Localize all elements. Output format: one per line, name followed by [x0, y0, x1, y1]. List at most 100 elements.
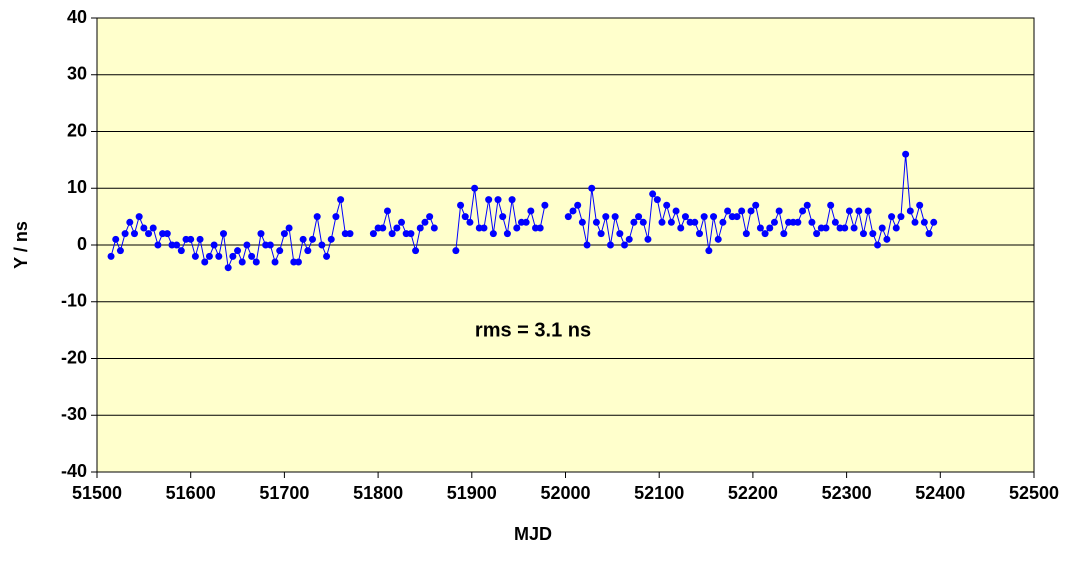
data-point — [126, 218, 134, 226]
data-point — [700, 213, 708, 221]
data-point — [663, 201, 671, 209]
data-point — [485, 196, 493, 204]
x-tick-label: 52100 — [634, 483, 684, 503]
data-point — [416, 224, 424, 232]
data-point — [766, 224, 774, 232]
data-point — [177, 247, 185, 255]
data-point — [248, 252, 256, 260]
data-point — [421, 218, 429, 226]
data-point — [794, 218, 802, 226]
data-point — [323, 252, 331, 260]
data-point — [280, 230, 288, 238]
data-point — [508, 196, 516, 204]
data-point — [266, 241, 274, 249]
data-point — [337, 196, 345, 204]
y-tick-label: 10 — [67, 177, 87, 197]
y-tick-label: 30 — [67, 64, 87, 84]
data-point — [135, 213, 143, 221]
data-point — [121, 230, 129, 238]
data-point — [625, 235, 633, 243]
data-point — [639, 218, 647, 226]
data-point — [224, 264, 232, 272]
y-tick-label: -10 — [61, 291, 87, 311]
data-point — [902, 150, 910, 158]
data-point — [238, 258, 246, 266]
data-point — [644, 235, 652, 243]
data-point — [635, 213, 643, 221]
data-point — [897, 213, 905, 221]
data-point — [187, 235, 195, 243]
data-point — [304, 247, 312, 255]
x-tick-label: 51900 — [447, 483, 497, 503]
annotation: rms = 3.1 ns — [475, 319, 591, 341]
data-point — [916, 201, 924, 209]
data-point — [379, 224, 387, 232]
data-point — [430, 224, 438, 232]
data-point — [780, 230, 788, 238]
x-tick-label: 52400 — [915, 483, 965, 503]
data-point — [606, 241, 614, 249]
data-point — [388, 230, 396, 238]
data-point — [252, 258, 260, 266]
y-tick-label: -40 — [61, 461, 87, 481]
data-point — [574, 201, 582, 209]
data-point — [878, 224, 886, 232]
data-point — [747, 207, 755, 215]
data-point — [920, 218, 928, 226]
x-tick-label: 51800 — [353, 483, 403, 503]
data-point — [695, 230, 703, 238]
data-point — [602, 213, 610, 221]
data-point — [827, 201, 835, 209]
data-point — [705, 247, 713, 255]
data-point — [219, 230, 227, 238]
data-point — [369, 230, 377, 238]
data-point — [140, 224, 148, 232]
data-point — [536, 224, 544, 232]
data-point — [294, 258, 302, 266]
data-point — [196, 235, 204, 243]
x-tick-label: 51500 — [72, 483, 122, 503]
data-line — [110, 154, 935, 270]
data-point — [466, 218, 474, 226]
data-point — [243, 241, 251, 249]
data-point — [163, 230, 171, 238]
data-point — [452, 247, 460, 255]
data-point — [930, 218, 938, 226]
data-point — [869, 230, 877, 238]
data-point — [145, 230, 153, 238]
data-point — [813, 230, 821, 238]
data-point — [630, 218, 638, 226]
data-point — [710, 213, 718, 221]
data-point — [841, 224, 849, 232]
data-point — [327, 235, 335, 243]
data-point — [309, 235, 317, 243]
data-point — [215, 252, 223, 260]
data-point — [752, 201, 760, 209]
data-point — [112, 235, 120, 243]
data-point — [494, 196, 502, 204]
data-point — [756, 224, 764, 232]
data-point — [677, 224, 685, 232]
data-point — [724, 207, 732, 215]
y-axis-title: Y / ns — [11, 221, 31, 269]
data-point — [398, 218, 406, 226]
data-point — [210, 241, 218, 249]
data-point — [318, 241, 326, 249]
data-point — [527, 207, 535, 215]
data-point — [911, 218, 919, 226]
x-tick-label: 52000 — [540, 483, 590, 503]
x-tick-label: 52200 — [728, 483, 778, 503]
data-point — [480, 224, 488, 232]
data-point — [742, 230, 750, 238]
data-point — [592, 218, 600, 226]
data-point — [116, 247, 124, 255]
data-point — [799, 207, 807, 215]
data-point — [761, 230, 769, 238]
data-point — [578, 218, 586, 226]
data-point — [513, 224, 521, 232]
data-point — [229, 252, 237, 260]
data-point — [173, 241, 181, 249]
data-point — [522, 218, 530, 226]
data-point — [313, 213, 321, 221]
data-point — [285, 224, 293, 232]
